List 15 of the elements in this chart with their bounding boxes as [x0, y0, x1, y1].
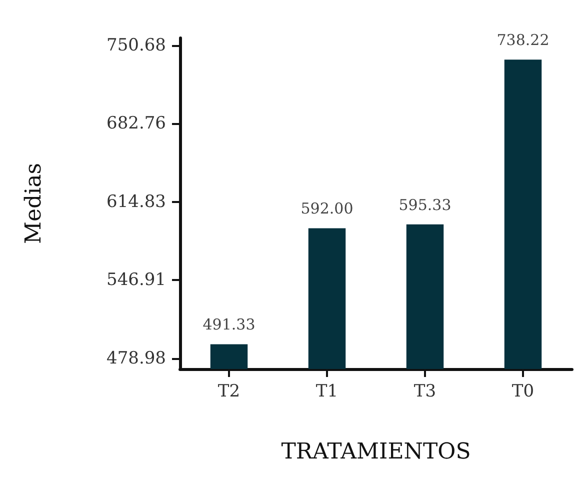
x-tick-label: T0 — [512, 382, 534, 402]
y-tick-label: 750.68 — [106, 35, 166, 56]
data-label: 595.33 — [398, 196, 452, 214]
y-tick-label: 546.91 — [106, 270, 166, 290]
y-axis-title: Medias — [22, 162, 46, 244]
x-tick-label: T3 — [414, 382, 436, 402]
x-axis-title: TRATAMIENTOS — [281, 440, 471, 464]
x-tick-label: T1 — [316, 382, 338, 402]
data-label: 491.33 — [202, 316, 256, 334]
y-tick-label: 614.83 — [106, 192, 166, 212]
y-tick-label: 682.76 — [106, 114, 166, 134]
x-tick-label: T2 — [218, 382, 240, 402]
y-tick-label: 478.98 — [106, 348, 166, 368]
data-label: 592.00 — [300, 200, 354, 218]
data-label: 738.22 — [496, 31, 550, 50]
